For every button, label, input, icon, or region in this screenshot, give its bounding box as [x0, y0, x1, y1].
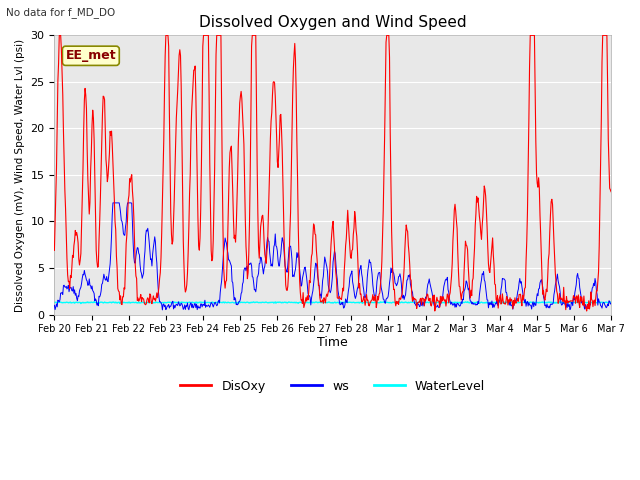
- X-axis label: Time: Time: [317, 336, 348, 348]
- Text: EE_met: EE_met: [65, 49, 116, 62]
- Title: Dissolved Oxygen and Wind Speed: Dissolved Oxygen and Wind Speed: [199, 15, 467, 30]
- Y-axis label: Dissolved Oxygen (mV), Wind Speed, Water Lvl (psi): Dissolved Oxygen (mV), Wind Speed, Water…: [15, 38, 25, 312]
- Legend: DisOxy, ws, WaterLevel: DisOxy, ws, WaterLevel: [175, 375, 490, 398]
- Text: No data for f_MD_DO: No data for f_MD_DO: [6, 7, 116, 18]
